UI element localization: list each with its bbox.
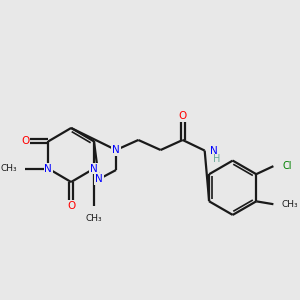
- Text: CH₃: CH₃: [281, 200, 298, 209]
- Text: O: O: [178, 111, 187, 121]
- Text: N: N: [210, 146, 218, 156]
- Text: N: N: [90, 164, 98, 174]
- Text: N: N: [95, 174, 103, 184]
- Text: O: O: [21, 136, 29, 146]
- Text: H: H: [213, 154, 220, 164]
- Text: O: O: [67, 201, 75, 211]
- Text: CH₃: CH₃: [1, 164, 17, 173]
- Text: N: N: [44, 164, 52, 174]
- Text: Cl: Cl: [283, 161, 292, 171]
- Text: CH₃: CH₃: [86, 214, 102, 223]
- Text: N: N: [112, 145, 120, 155]
